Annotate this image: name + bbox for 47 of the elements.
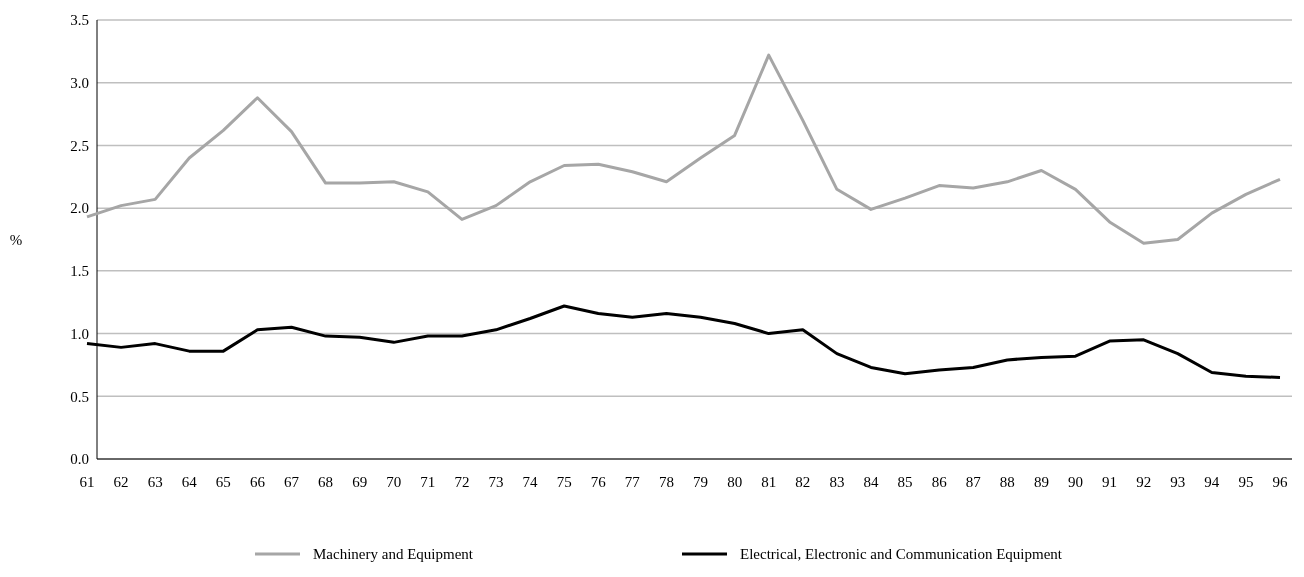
y-tick-label: 3.0 bbox=[70, 74, 89, 91]
x-tick-label: 66 bbox=[249, 474, 266, 490]
y-tick-label: 2.0 bbox=[70, 200, 89, 217]
x-tick-label: 92 bbox=[1136, 474, 1152, 490]
x-tick-label: 85 bbox=[897, 474, 913, 490]
legend-label: Machinery and Equipment bbox=[313, 546, 474, 563]
y-tick-label: 0.0 bbox=[70, 451, 89, 468]
x-tick-label: 73 bbox=[488, 474, 504, 490]
y-axis-title: % bbox=[9, 232, 23, 248]
x-tick-label: 89 bbox=[1033, 474, 1049, 490]
x-tick-label: 78 bbox=[658, 474, 674, 490]
x-tick-label: 94 bbox=[1204, 474, 1220, 490]
x-tick-label: 74 bbox=[522, 474, 539, 490]
y-tick-label: 2.5 bbox=[70, 137, 89, 154]
x-tick-label: 75 bbox=[556, 474, 572, 490]
x-tick-label: 61 bbox=[79, 474, 95, 490]
y-tick-label: 1.0 bbox=[70, 325, 89, 342]
x-tick-label: 79 bbox=[693, 474, 709, 490]
x-tick-label: 83 bbox=[829, 474, 845, 490]
x-tick-label: 71 bbox=[420, 474, 436, 490]
x-tick-label: 93 bbox=[1170, 474, 1186, 490]
x-tick-label: 87 bbox=[965, 474, 982, 490]
x-tick-label: 84 bbox=[863, 474, 879, 490]
x-tick-label: 70 bbox=[386, 474, 402, 490]
x-tick-label: 68 bbox=[318, 474, 334, 490]
x-tick-label: 81 bbox=[761, 474, 777, 490]
x-tick-label: 62 bbox=[113, 474, 129, 490]
x-tick-label: 72 bbox=[454, 474, 470, 490]
x-tick-label: 95 bbox=[1238, 474, 1254, 490]
x-tick-label: 65 bbox=[215, 474, 231, 490]
x-tick-label: 64 bbox=[181, 474, 198, 490]
x-tick-label: 90 bbox=[1067, 474, 1083, 490]
y-tick-label: 3.5 bbox=[70, 12, 89, 29]
y-tick-label: 0.5 bbox=[70, 388, 89, 405]
x-tick-label: 88 bbox=[999, 474, 1015, 490]
x-tick-label: 91 bbox=[1102, 474, 1118, 490]
x-tick-label: 80 bbox=[727, 474, 743, 490]
x-tick-label: 63 bbox=[147, 474, 163, 490]
x-tick-label: 77 bbox=[624, 474, 641, 490]
x-tick-label: 86 bbox=[931, 474, 948, 490]
x-tick-label: 69 bbox=[352, 474, 368, 490]
x-tick-label: 82 bbox=[795, 474, 811, 490]
x-tick-label: 76 bbox=[590, 474, 607, 490]
x-tick-label: 96 bbox=[1272, 474, 1288, 490]
y-tick-label: 1.5 bbox=[70, 263, 89, 280]
x-tick-label: 67 bbox=[284, 474, 300, 490]
legend-label: Electrical, Electronic and Communication Equipment bbox=[740, 546, 1063, 563]
